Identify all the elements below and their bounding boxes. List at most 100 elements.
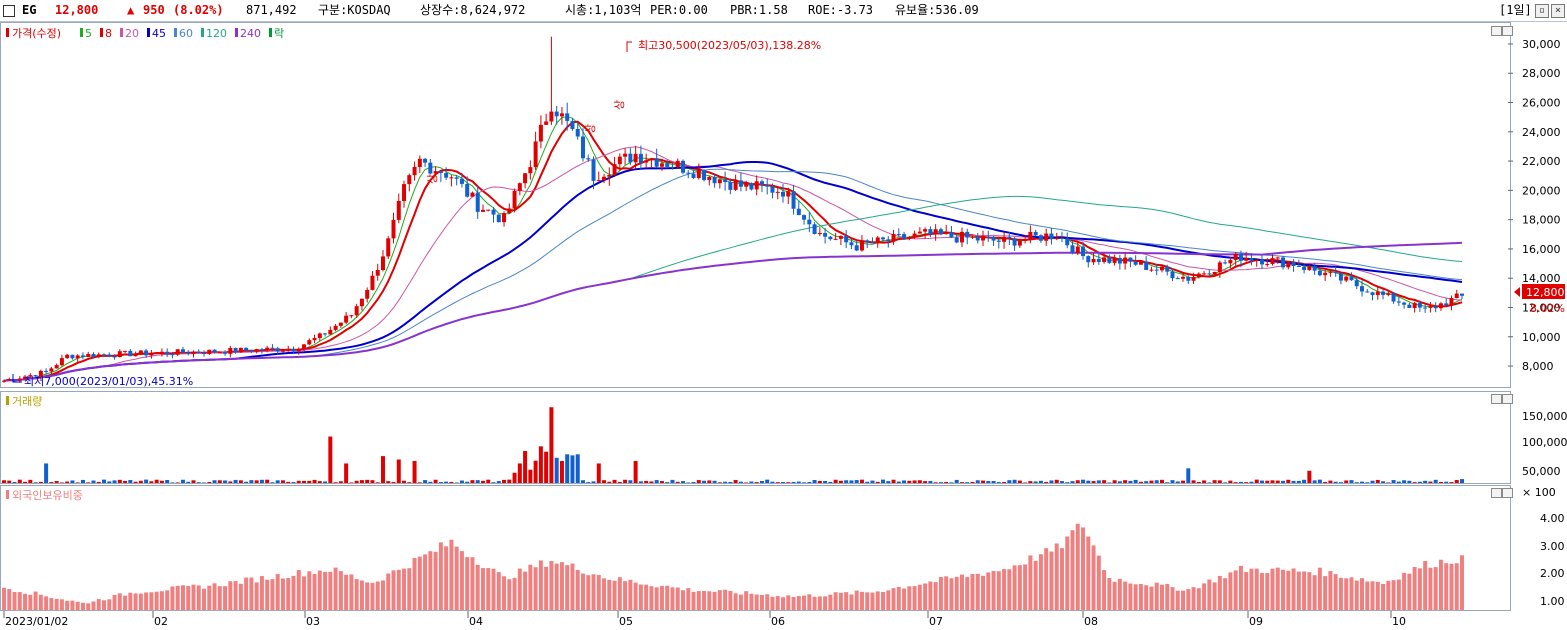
volume-bar: [533, 460, 538, 483]
foreign-ratio-bar: [128, 592, 133, 610]
restore-icon[interactable]: ▫: [1535, 4, 1549, 18]
candle-body: [754, 181, 759, 190]
foreign-ratio-bar: [1007, 569, 1012, 610]
foreign-ratio-bar: [338, 571, 343, 610]
foreign-ratio-bar: [217, 586, 222, 610]
volume-bar: [1091, 481, 1096, 483]
foreign-ratio-bar: [1423, 561, 1428, 610]
foreign-ratio-bar: [1002, 569, 1007, 610]
foreign-panel-close-icon[interactable]: [1502, 488, 1513, 498]
foreign-ratio-bar: [54, 598, 59, 610]
candle-body: [254, 349, 259, 352]
price-panel-frame: [0, 22, 1511, 388]
foreign-ratio-bar: [854, 590, 859, 610]
foreign-ratio-bar: [1033, 560, 1038, 610]
volume-bar: [744, 482, 749, 483]
volume-bar: [470, 480, 475, 483]
stock-chart[interactable]: 8,000 10,000 12,000 14,000 16,000 18,000 20,00…: [0, 22, 1567, 630]
volume-panel-minimize-icon[interactable]: [1491, 394, 1502, 404]
volume-bar: [417, 482, 422, 483]
volume-bar: [712, 480, 717, 483]
volume-bar: [191, 480, 196, 483]
volume-bar: [865, 481, 870, 483]
candle-body: [1433, 306, 1438, 309]
foreign-ratio-bar: [1181, 590, 1186, 610]
candle-body: [154, 352, 159, 354]
volume-bar: [1412, 482, 1417, 483]
foreign-ratio-bar: [1370, 581, 1375, 610]
volume-bar: [528, 469, 533, 483]
candle-body: [775, 191, 780, 193]
close-icon[interactable]: ×: [1551, 4, 1565, 18]
foreign-ratio-bar: [1165, 583, 1170, 610]
volume-bar: [59, 482, 64, 483]
foreign-ratio-bar: [875, 591, 880, 610]
select-checkbox[interactable]: [3, 5, 15, 17]
volume-bar: [1407, 480, 1412, 483]
candle-body: [302, 344, 307, 350]
volume-bar: [486, 479, 491, 483]
volume-bar: [244, 481, 249, 483]
foreign-ratio-bar: [165, 590, 170, 610]
volume-bar: [44, 463, 49, 483]
stock-symbol: EG: [22, 3, 37, 17]
price-tick-label: 16,000: [1522, 243, 1561, 256]
foreign-ratio-bar: [291, 575, 296, 610]
candle-body: [475, 192, 480, 212]
volume-bar: [817, 480, 822, 483]
volume-bar: [859, 479, 864, 483]
candle-body: [786, 191, 791, 197]
candle-body: [223, 352, 228, 354]
volume-bar: [881, 479, 886, 483]
foreign-ratio-bar: [433, 551, 438, 610]
foreign-ratio-bar: [1086, 536, 1091, 610]
volume-bar: [1017, 480, 1022, 483]
candle-body: [723, 179, 728, 182]
candle-body: [728, 181, 733, 190]
foreign-ratio-bar: [259, 576, 264, 610]
candle-body: [512, 190, 517, 209]
price-panel-minimize-icon[interactable]: [1491, 26, 1502, 36]
foreign-ratio-bar: [965, 577, 970, 610]
candle-body: [986, 236, 991, 238]
volume-bar: [796, 481, 801, 483]
candle-body: [849, 242, 854, 246]
volume-bar: [70, 480, 75, 483]
foreign-ratio-bar: [1149, 586, 1154, 610]
foreign-ratio-bar: [1323, 576, 1328, 610]
volume-bar: [286, 481, 291, 483]
foreign-panel-minimize-icon[interactable]: [1491, 488, 1502, 498]
foreign-ratio-bar: [991, 570, 996, 610]
foreign-ratio-bar: [1312, 575, 1317, 610]
volume-bar: [602, 480, 607, 483]
foreign-ratio-bar: [802, 595, 807, 610]
foreign-legend: 외국인보유비중: [6, 489, 83, 502]
foreign-ratio-bar: [954, 576, 959, 610]
volume-bar: [933, 482, 938, 483]
volume-bar: [649, 481, 654, 483]
foreign-ratio-bar: [1112, 581, 1117, 610]
foreign-panel-label: 외국인보유비중: [12, 489, 83, 502]
volume-bar: [838, 480, 843, 483]
foreign-ratio-bar: [686, 588, 691, 610]
volume-bar: [559, 461, 564, 483]
period-selector[interactable]: [1일]: [1499, 3, 1532, 17]
volume-bar: [781, 482, 786, 483]
candle-body: [159, 351, 164, 353]
foreign-ratio-bar: [665, 585, 670, 610]
volume-panel-close-icon[interactable]: [1502, 394, 1513, 404]
volume-bar: [691, 482, 696, 483]
candle-body: [1033, 231, 1038, 236]
foreign-ratio-bar: [491, 568, 496, 610]
candle-body: [1281, 257, 1286, 268]
price-panel-close-icon[interactable]: [1502, 26, 1513, 36]
candle-body: [996, 240, 1001, 242]
volume-bars: [2, 407, 1464, 483]
candle-body: [1023, 239, 1028, 242]
volume-bar: [1386, 482, 1391, 483]
limit-up-marker: 상: [613, 100, 626, 110]
foreign-ratio-bar: [886, 590, 891, 610]
foreign-ratio-bar: [544, 566, 549, 610]
volume-bar: [1281, 480, 1286, 483]
candle-body: [981, 236, 986, 241]
